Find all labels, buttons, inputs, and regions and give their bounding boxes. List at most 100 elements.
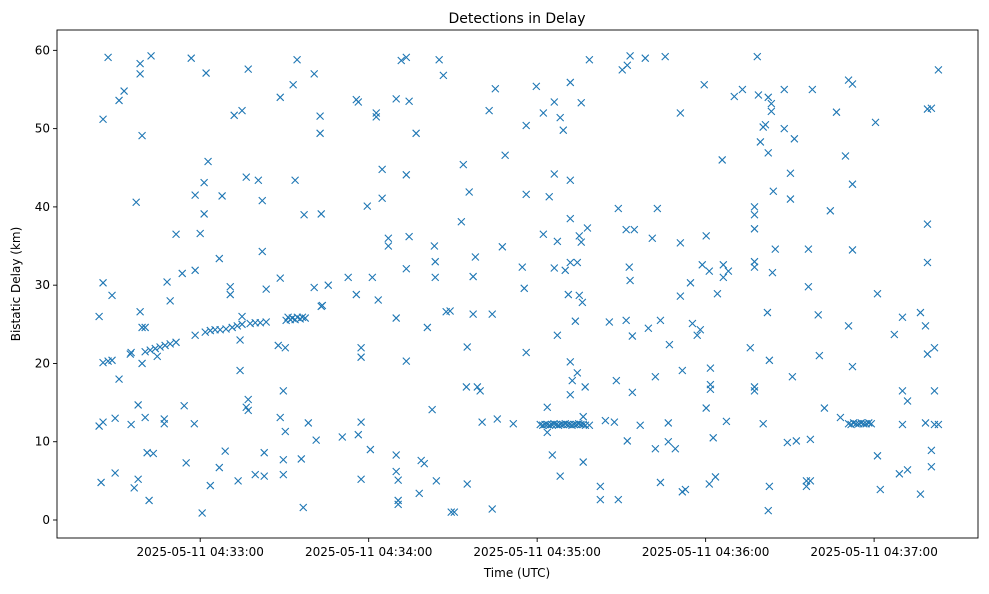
data-point-marker bbox=[676, 292, 685, 301]
data-point-marker bbox=[182, 458, 191, 467]
data-point-marker bbox=[368, 273, 377, 282]
data-point-marker bbox=[750, 263, 759, 272]
data-point-marker bbox=[431, 273, 440, 282]
data-point-marker bbox=[147, 51, 155, 60]
data-point-marker bbox=[583, 224, 592, 232]
data-point-marker bbox=[405, 97, 414, 106]
data-point-marker bbox=[783, 438, 792, 447]
data-point-marker bbox=[138, 131, 146, 140]
data-point-marker bbox=[698, 260, 707, 269]
data-point-marker bbox=[392, 94, 401, 103]
data-point-marker bbox=[254, 176, 263, 185]
data-point-marker bbox=[564, 290, 573, 299]
data-point-marker bbox=[394, 500, 403, 509]
data-point-marker bbox=[575, 291, 584, 300]
data-point-marker bbox=[802, 482, 811, 491]
data-point-marker bbox=[298, 313, 307, 322]
data-point-marker bbox=[750, 257, 759, 266]
data-point-marker bbox=[656, 478, 665, 487]
data-point-marker bbox=[550, 98, 559, 106]
data-point-marker bbox=[550, 264, 559, 272]
data-point-marker bbox=[163, 278, 171, 286]
data-point-marker bbox=[539, 230, 548, 239]
data-point-marker bbox=[108, 291, 116, 300]
data-point-marker bbox=[493, 415, 502, 423]
x-tick-label: 2025-05-11 04:36:00 bbox=[642, 545, 769, 559]
data-point-marker bbox=[338, 433, 347, 441]
data-point-marker bbox=[578, 298, 587, 307]
data-point-marker bbox=[153, 352, 162, 361]
x-axis: 2025-05-11 04:33:00 2025-05-11 04:34:00 20… bbox=[136, 538, 938, 559]
data-point-marker bbox=[304, 419, 313, 427]
data-point-marker bbox=[848, 246, 857, 254]
data-point-marker bbox=[136, 69, 145, 78]
y-tick-label: 0 bbox=[42, 513, 50, 527]
data-point-marker bbox=[566, 390, 575, 399]
data-point-marker bbox=[750, 383, 759, 391]
data-point-marker bbox=[509, 419, 518, 428]
data-point-marker bbox=[378, 194, 387, 203]
data-point-marker bbox=[234, 476, 242, 485]
data-point-marker bbox=[934, 420, 943, 429]
data-point-marker bbox=[178, 269, 187, 278]
data-point-marker bbox=[463, 480, 472, 488]
data-point-marker bbox=[605, 318, 614, 326]
data-point-marker bbox=[357, 343, 365, 352]
data-point-marker bbox=[372, 109, 381, 117]
data-point-marker bbox=[156, 343, 164, 351]
data-point-marker bbox=[244, 406, 253, 415]
data-point-marker bbox=[653, 204, 662, 213]
data-point-marker bbox=[95, 312, 104, 321]
data-point-marker bbox=[236, 366, 244, 375]
data-point-marker bbox=[145, 496, 153, 505]
data-point-marker bbox=[719, 260, 728, 269]
data-point-marker bbox=[378, 165, 387, 174]
data-point-marker bbox=[826, 206, 835, 215]
data-point-marker bbox=[916, 308, 925, 317]
data-point-marker bbox=[681, 485, 690, 494]
data-point-marker bbox=[439, 71, 448, 80]
data-point-marker bbox=[790, 134, 799, 143]
x-tick-label: 2025-05-11 04:33:00 bbox=[136, 545, 263, 559]
data-point-marker bbox=[201, 328, 210, 337]
data-point-marker bbox=[923, 258, 932, 267]
data-point-marker bbox=[115, 375, 123, 383]
data-point-marker bbox=[671, 444, 680, 453]
data-point-marker bbox=[628, 332, 637, 340]
data-point-marker bbox=[923, 350, 932, 358]
data-point-marker bbox=[312, 436, 321, 445]
data-point-marker bbox=[238, 106, 246, 115]
data-point-marker bbox=[754, 91, 763, 99]
data-point-marker bbox=[761, 120, 770, 129]
data-point-marker bbox=[664, 437, 673, 446]
data-point-marker bbox=[299, 503, 308, 512]
y-tick-label: 40 bbox=[35, 200, 50, 214]
data-point-marker bbox=[628, 388, 637, 397]
data-point-marker bbox=[612, 376, 621, 385]
data-point-marker bbox=[146, 346, 155, 355]
data-point-marker bbox=[923, 220, 932, 229]
data-point-marker bbox=[300, 210, 308, 219]
data-point-marker bbox=[473, 383, 482, 391]
data-point-marker bbox=[548, 451, 557, 459]
data-point-marker bbox=[262, 285, 271, 293]
data-point-marker bbox=[99, 418, 107, 427]
data-point-marker bbox=[428, 405, 437, 414]
data-point-marker bbox=[614, 495, 623, 504]
data-point-marker bbox=[318, 301, 327, 310]
data-point-marker bbox=[641, 54, 650, 63]
data-point-marker bbox=[459, 160, 468, 169]
data-point-marker bbox=[204, 157, 212, 166]
data-point-marker bbox=[293, 55, 301, 64]
data-point-marker bbox=[556, 113, 565, 122]
data-point-marker bbox=[867, 419, 876, 428]
data-point-marker bbox=[873, 289, 882, 298]
data-point-marker bbox=[724, 267, 733, 275]
data-point-marker bbox=[686, 278, 695, 287]
data-point-marker bbox=[771, 245, 780, 254]
data-point-marker bbox=[625, 263, 634, 272]
data-point-marker bbox=[242, 173, 251, 182]
data-point-marker bbox=[420, 459, 429, 468]
plot-area-frame bbox=[56, 29, 979, 539]
data-point-marker bbox=[848, 80, 857, 88]
